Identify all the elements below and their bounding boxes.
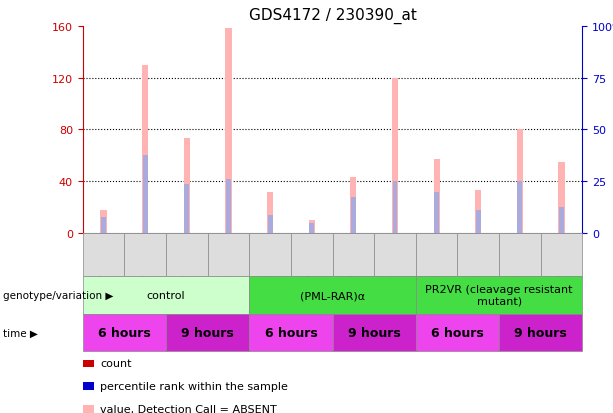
Bar <box>143 156 148 233</box>
Text: PR2VR (cleavage resistant
mutant): PR2VR (cleavage resistant mutant) <box>425 285 573 306</box>
Bar <box>101 218 106 233</box>
Text: time ▶: time ▶ <box>3 328 38 337</box>
Text: 6 hours: 6 hours <box>431 326 484 339</box>
Bar <box>351 197 356 233</box>
Text: (PML-RAR)α: (PML-RAR)α <box>300 290 365 300</box>
Bar <box>517 130 523 233</box>
Text: genotype/variation ▶: genotype/variation ▶ <box>3 290 113 300</box>
Bar <box>226 179 231 233</box>
Bar <box>268 215 273 233</box>
Text: 6 hours: 6 hours <box>265 326 318 339</box>
Bar <box>476 210 481 233</box>
Text: count: count <box>100 358 131 368</box>
Text: percentile rank within the sample: percentile rank within the sample <box>100 381 287 391</box>
Bar <box>392 182 397 233</box>
Bar <box>517 182 522 233</box>
Bar <box>392 78 398 233</box>
Bar <box>309 223 314 233</box>
Bar <box>142 66 148 233</box>
Bar <box>475 191 481 233</box>
Bar <box>559 207 564 233</box>
Bar <box>350 178 357 233</box>
Bar <box>433 160 440 233</box>
Text: 9 hours: 9 hours <box>514 326 567 339</box>
Title: GDS4172 / 230390_at: GDS4172 / 230390_at <box>249 8 416 24</box>
Bar <box>101 210 107 233</box>
Text: 6 hours: 6 hours <box>98 326 151 339</box>
Bar <box>185 184 189 233</box>
Bar <box>558 162 565 233</box>
Text: 9 hours: 9 hours <box>181 326 234 339</box>
Bar <box>434 192 439 233</box>
Bar <box>226 29 232 233</box>
Text: control: control <box>147 290 185 300</box>
Bar <box>308 221 315 233</box>
Bar <box>267 192 273 233</box>
Text: 9 hours: 9 hours <box>348 326 400 339</box>
Text: value, Detection Call = ABSENT: value, Detection Call = ABSENT <box>100 404 276 413</box>
Bar <box>184 139 190 233</box>
